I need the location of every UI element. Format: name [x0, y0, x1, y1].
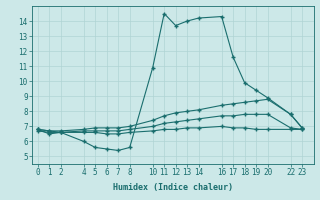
X-axis label: Humidex (Indice chaleur): Humidex (Indice chaleur): [113, 183, 233, 192]
